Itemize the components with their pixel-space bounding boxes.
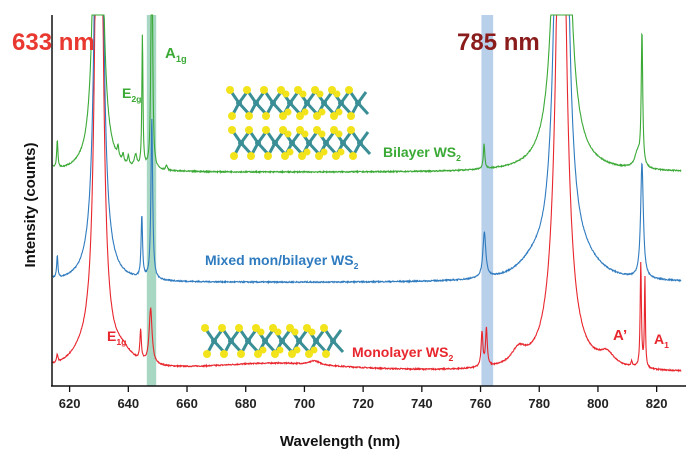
a1-label: A1 — [654, 331, 669, 350]
highlight-band-0 — [146, 15, 157, 386]
x-tick-label: 700 — [294, 396, 316, 411]
bilayer-ws2-label: Bilayer WS2 — [383, 144, 461, 163]
highlight-bands — [146, 15, 494, 386]
x-tick-label: 800 — [587, 396, 609, 411]
peak-annotations: A1g E2g Bilayer WS2 Mixed mon/bilayer WS2 E1… — [107, 45, 669, 363]
x-tick-label: 620 — [59, 396, 81, 411]
x-ticks: 620 640 660 680 700 720 740 760 780 800 820 — [59, 386, 668, 411]
y-axis-label: Intensity (counts) — [22, 142, 39, 267]
x-tick-label: 780 — [528, 396, 550, 411]
x-tick-label: 660 — [176, 396, 198, 411]
series-line-1 — [52, 14, 682, 285]
a-prime-label: A’ — [613, 327, 627, 344]
bilayer-ws2-bottom-layer — [228, 126, 372, 160]
x-tick-label: 760 — [470, 396, 492, 411]
x-tick-label: 680 — [235, 396, 257, 411]
ws2-structure-illustrations — [201, 86, 372, 358]
x-axis-label: Wavelength (nm) — [280, 433, 400, 450]
x-tick-label: 640 — [117, 396, 139, 411]
series-line-2 — [52, 14, 682, 373]
spectrum-lines — [52, 14, 682, 373]
a1g-label: A1g — [165, 45, 187, 64]
series-line-0 — [52, 14, 682, 175]
e2g-label: E2g — [122, 85, 141, 104]
x-tick-label: 740 — [411, 396, 433, 411]
excitation-label-785: 785 nm — [457, 29, 540, 56]
highlight-band-1 — [481, 15, 494, 386]
x-tick-label: 720 — [352, 396, 374, 411]
mixed-ws2-label: Mixed mon/bilayer WS2 — [205, 252, 359, 271]
x-tick-label: 820 — [646, 396, 668, 411]
excitation-label-633: 633 nm — [12, 29, 95, 56]
e1g-label: E1g — [107, 328, 126, 347]
monolayer-ws2-structure — [201, 324, 345, 358]
bilayer-ws2-top-layer — [226, 86, 370, 120]
monolayer-ws2-label: Monolayer WS2 — [352, 344, 453, 363]
